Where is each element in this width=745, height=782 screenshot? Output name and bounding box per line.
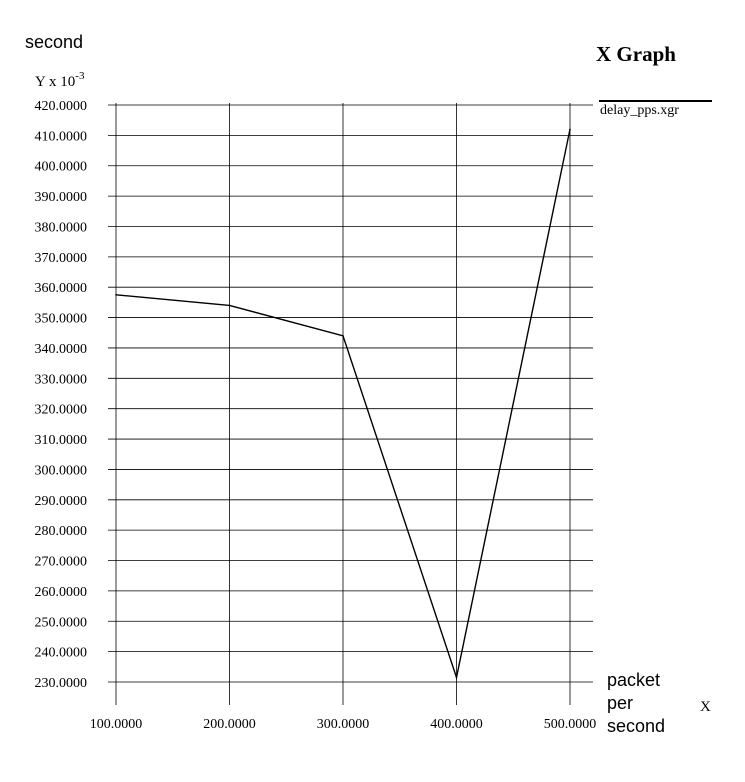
y-tick-label: 400.0000 [35,160,88,175]
y-tick-labels: 230.0000 240.0000 250.0000 260.0000 270.0000… [35,99,88,691]
y-tick-label: 380.0000 [35,220,88,235]
y-tick-label: 300.0000 [35,463,88,478]
data-point [455,676,458,679]
chart-title: X Graph [596,42,676,66]
grid [108,103,593,705]
x-axis-label: packet per second [607,670,665,736]
data-point [115,294,117,296]
x-tick-label: 400.0000 [430,717,483,732]
series [115,128,571,681]
y-tick-label: 350.0000 [35,312,88,327]
y-tick-label: 340.0000 [35,342,88,357]
y-tick-label: 360.0000 [35,281,88,296]
y-tick-label: 330.0000 [35,372,88,387]
y-tick-label: 260.0000 [35,585,88,600]
y-tick-label: 370.0000 [35,251,88,266]
y-tick-label: 230.0000 [35,676,88,691]
x-axis-marker: X [700,699,711,715]
x-axis-label-line-3: second [607,716,665,736]
y-tick-label: 420.0000 [35,99,88,114]
y-tick-label: 280.0000 [35,524,88,539]
y-tick-label: 410.0000 [35,129,88,144]
x-tick-label: 100.0000 [90,717,143,732]
x-axis-label-line-2: per [607,693,633,713]
legend-label: delay_pps.xgr [600,103,679,118]
y-axis-label: second [25,32,83,52]
y-scale-exponent: -3 [75,70,85,82]
x-tick-labels: 100.0000 200.0000 300.0000 400.0000 500.0000 [90,717,597,732]
y-scale-label: Y x 10-3 [35,70,85,90]
data-point [569,128,571,131]
x-tick-label: 500.0000 [544,717,597,732]
y-tick-label: 240.0000 [35,646,88,661]
data-point [228,304,231,307]
x-tick-label: 300.0000 [317,717,370,732]
y-scale-prefix: Y x 10 [35,74,75,90]
x-tick-label: 200.0000 [203,717,256,732]
y-tick-label: 290.0000 [35,494,88,509]
y-tick-label: 310.0000 [35,433,88,448]
data-point [342,335,344,337]
x-axis-label-line-1: packet [607,670,660,690]
y-tick-label: 320.0000 [35,403,88,418]
y-tick-label: 390.0000 [35,190,88,205]
y-tick-label: 270.0000 [35,555,88,570]
y-tick-label: 250.0000 [35,615,88,630]
